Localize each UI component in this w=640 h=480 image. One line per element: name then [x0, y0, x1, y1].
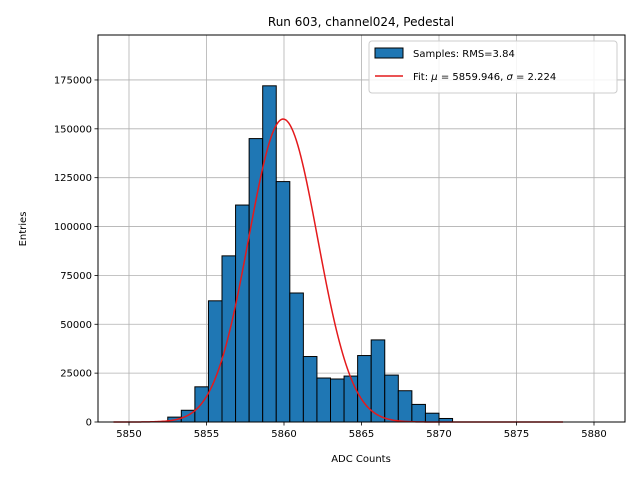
fit-curve [113, 118, 563, 423]
x-axis-label: ADC Counts [331, 454, 391, 465]
histogram-bar [235, 204, 250, 423]
legend-histogram-swatch [374, 47, 404, 59]
x-tick-label: 5880 [581, 429, 606, 440]
y-tick-label: 75000 [60, 271, 92, 282]
y-tick-label: 150000 [54, 124, 92, 135]
histogram-bar [343, 375, 359, 423]
y-tick-label: 100000 [54, 222, 92, 233]
histogram-bar [424, 412, 440, 423]
histogram-bar [221, 255, 237, 423]
y-tick-label: 0 [86, 418, 92, 429]
histogram-bar [248, 138, 264, 423]
x-tick-label: 5870 [426, 429, 451, 440]
legend-box [368, 40, 618, 94]
x-tick-label: 5855 [194, 429, 219, 440]
x-tick-label: 5850 [116, 429, 141, 440]
y-axis-ticks: 0 25000 50000 75000 100000 125000 150000 175000 [54, 75, 98, 429]
x-tick-label: 5875 [504, 429, 529, 440]
histogram-bar [275, 181, 291, 423]
histogram-bar [207, 300, 223, 423]
chart-title: Run 603, channel024, Pedestal [268, 15, 454, 29]
grid [98, 35, 625, 423]
histogram-bar [384, 374, 399, 423]
histogram-bar [316, 377, 331, 423]
y-tick-label: 25000 [60, 369, 92, 380]
y-tick-label: 125000 [54, 173, 92, 184]
histogram-bar [357, 355, 372, 423]
y-tick-label: 175000 [54, 75, 92, 86]
histogram-bar [262, 85, 277, 423]
legend-histogram-label: Samples: RMS=3.84 [413, 49, 515, 60]
histogram-bar [289, 292, 304, 423]
x-tick-label: 5865 [349, 429, 374, 440]
histogram-bar [302, 356, 318, 423]
histogram-bar [411, 403, 426, 423]
histogram-bar [330, 378, 345, 423]
histogram-bar [397, 390, 413, 423]
legend: Samples: RMS=3.84 Fit: μ = 5859.946, σ =… [368, 40, 618, 94]
histogram-bars [167, 85, 454, 423]
x-tick-label: 5860 [271, 429, 296, 440]
y-tick-label: 50000 [60, 320, 92, 331]
y-axis-label: Entries [18, 212, 29, 247]
histogram-bar [370, 339, 386, 423]
x-axis-ticks: 5850 5855 5860 5865 5870 5875 5880 [116, 422, 607, 440]
legend-fit-label: Fit: μ = 5859.946, σ = 2.224 [413, 72, 556, 83]
